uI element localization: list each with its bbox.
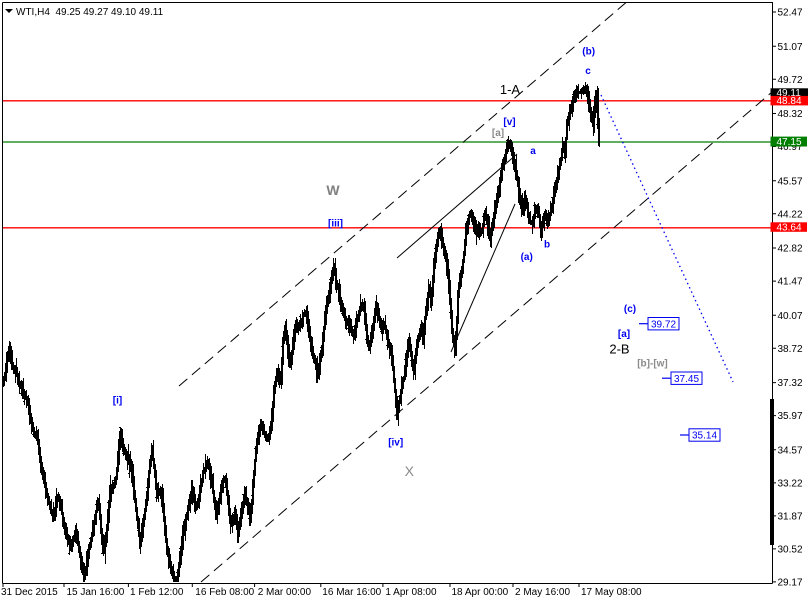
svg-text:48.32: 48.32 xyxy=(778,109,803,120)
svg-text:[i]: [i] xyxy=(113,396,122,407)
svg-text:46.97: 46.97 xyxy=(778,142,803,153)
svg-text:38.72: 38.72 xyxy=(778,344,803,355)
svg-text:(c): (c) xyxy=(624,304,636,315)
svg-text:47.15: 47.15 xyxy=(777,137,802,148)
svg-text:43.64: 43.64 xyxy=(777,222,802,233)
svg-text:[iii]: [iii] xyxy=(328,218,343,229)
svg-text:(b): (b) xyxy=(582,47,595,58)
svg-text:51.07: 51.07 xyxy=(778,42,803,53)
svg-text:2-B: 2-B xyxy=(609,341,629,356)
svg-text:a: a xyxy=(530,146,536,157)
svg-text:16 Mar 16:00: 16 Mar 16:00 xyxy=(322,587,381,598)
svg-text:15 Jan 16:00: 15 Jan 16:00 xyxy=(67,587,125,598)
svg-text:31.87: 31.87 xyxy=(778,511,803,522)
svg-text:49.72: 49.72 xyxy=(778,75,803,86)
svg-text:2 May 16:00: 2 May 16:00 xyxy=(515,587,570,598)
svg-text:35.97: 35.97 xyxy=(778,411,803,422)
svg-text:37.32: 37.32 xyxy=(778,378,803,389)
svg-text:33.22: 33.22 xyxy=(778,478,803,489)
svg-text:[b]-[w]: [b]-[w] xyxy=(637,358,668,369)
svg-text:31 Dec 2015: 31 Dec 2015 xyxy=(1,587,58,598)
svg-text:49.11: 49.11 xyxy=(777,88,802,99)
svg-text:52.47: 52.47 xyxy=(778,8,803,19)
svg-text:16 Feb 08:00: 16 Feb 08:00 xyxy=(195,587,254,598)
svg-text:34.57: 34.57 xyxy=(778,445,803,456)
svg-text:X: X xyxy=(405,463,415,479)
svg-text:48.84: 48.84 xyxy=(777,96,802,107)
svg-text:44.22: 44.22 xyxy=(778,209,803,220)
svg-text:2 Mar 00:00: 2 Mar 00:00 xyxy=(258,587,312,598)
svg-text:30.52: 30.52 xyxy=(778,544,803,555)
svg-text:[iv]: [iv] xyxy=(388,438,403,449)
svg-text:17 May 08:00: 17 May 08:00 xyxy=(581,587,642,598)
svg-text:[v]: [v] xyxy=(503,117,515,128)
svg-text:1 Feb 12:00: 1 Feb 12:00 xyxy=(130,587,184,598)
svg-text:37.45: 37.45 xyxy=(674,374,699,385)
svg-text:1 Apr 08:00: 1 Apr 08:00 xyxy=(385,587,437,598)
svg-text:[a]: [a] xyxy=(492,128,504,139)
svg-text:45.57: 45.57 xyxy=(778,176,803,187)
svg-text:[a]: [a] xyxy=(618,329,630,340)
svg-text:WTI,H4 49.25 49.27 49.10 49.1: WTI,H4 49.25 49.27 49.10 49.11 xyxy=(16,7,164,18)
svg-text:18 Apr 00:00: 18 Apr 00:00 xyxy=(452,587,509,598)
svg-text:1-A: 1-A xyxy=(500,82,521,97)
svg-text:W: W xyxy=(326,182,340,198)
svg-text:41.47: 41.47 xyxy=(778,277,803,288)
svg-text:42.82: 42.82 xyxy=(778,244,803,255)
svg-text:40.07: 40.07 xyxy=(778,311,803,322)
svg-text:c: c xyxy=(585,66,591,77)
svg-text:b: b xyxy=(544,239,550,250)
svg-text:39.72: 39.72 xyxy=(651,319,676,330)
svg-text:(a): (a) xyxy=(521,252,533,263)
svg-text:35.14: 35.14 xyxy=(692,431,717,442)
svg-text:29.17: 29.17 xyxy=(778,577,803,588)
